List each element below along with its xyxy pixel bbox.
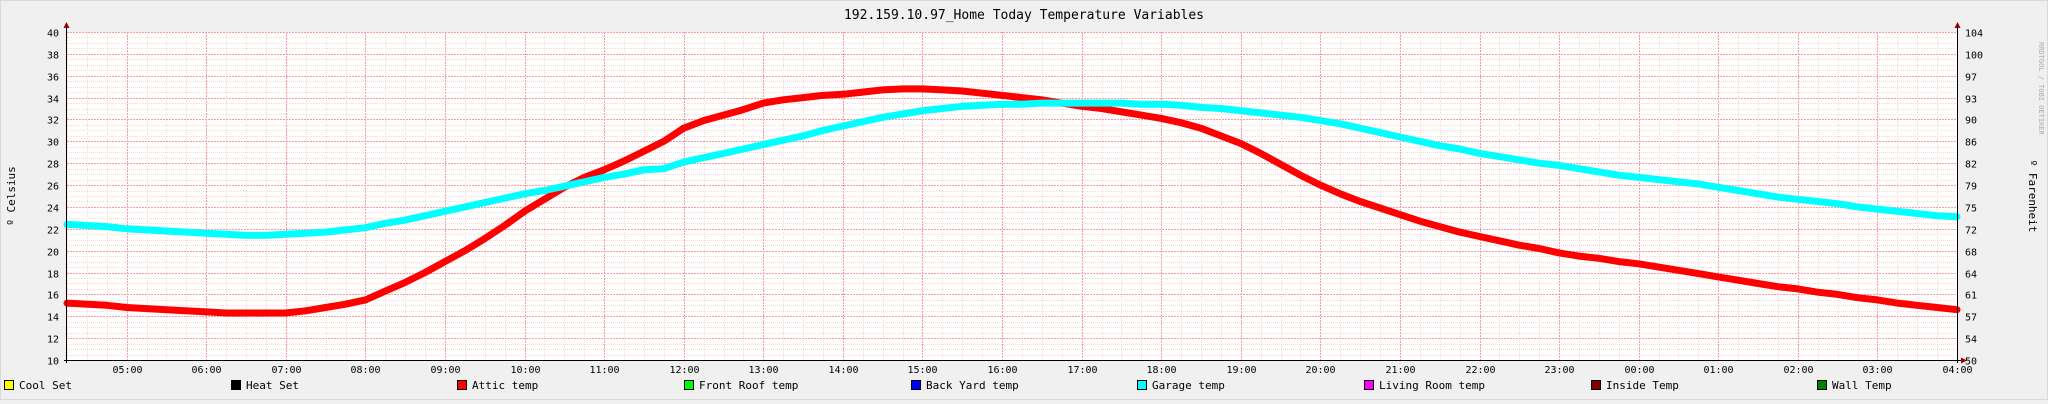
series-layer: [63, 85, 1961, 317]
x-tick-label: 22:00: [1465, 365, 1495, 376]
legend-label-garage-temp: Garage temp: [1152, 379, 1225, 392]
legend-label-cool-set: Cool Set: [19, 379, 72, 392]
x-tick-label: 14:00: [828, 365, 858, 376]
x-tick-label: 17:00: [1067, 365, 1097, 376]
legend-swatch-wall-temp: [1817, 380, 1827, 390]
y-axis-label-right: º Farenheit: [2026, 160, 2039, 233]
y-tick-label-right: 64: [1965, 270, 1977, 281]
y-tick-label-right: 68: [1965, 248, 1977, 259]
y-tick-label-right: 57: [1965, 313, 1977, 324]
legend-label-wall-temp: Wall Temp: [1832, 379, 1892, 392]
y-tick-label: 24: [47, 204, 59, 215]
x-tick-label: 09:00: [430, 365, 460, 376]
y-tick-label-right: 79: [1965, 182, 1977, 193]
y-tick-label: 30: [47, 138, 59, 149]
y-tick-label: 32: [47, 116, 59, 127]
y-tick-label-right: 50: [1965, 357, 1977, 368]
y-tick-label: 16: [47, 291, 59, 302]
x-tick-label: 10:00: [510, 365, 540, 376]
y-tick-label-right: 93: [1965, 95, 1977, 106]
legend-swatch-garage-temp: [1137, 380, 1147, 390]
y-tick-label: 28: [47, 160, 59, 171]
legend: Cool Set Heat Set Attic temp Front Roof tem…: [4, 379, 1892, 392]
y-tick-label: 26: [47, 182, 59, 193]
series-line-garage-temp: [63, 99, 1961, 239]
legend-swatch-front-roof-temp: [684, 380, 694, 390]
legend-swatch-cool-set: [4, 380, 14, 390]
x-tick-label: 16:00: [987, 365, 1017, 376]
x-tick-label: 21:00: [1385, 365, 1415, 376]
y-tick-label: 36: [47, 73, 59, 84]
legend-label-back-yard-temp: Back Yard temp: [926, 379, 1019, 392]
chart-title: 192.159.10.97_Home Today Temperature Var…: [844, 8, 1204, 23]
y-tick-label: 18: [47, 270, 59, 281]
y-tick-label-right: 72: [1965, 226, 1977, 237]
y-tick-label: 40: [47, 29, 59, 40]
y-tick-label-right: 61: [1965, 291, 1977, 302]
x-tick-label: 07:00: [271, 365, 301, 376]
x-tick-label: 05:00: [112, 365, 142, 376]
axes: 10 50 12 54 14 57 16 61 18 64 20 68 22 72 24 75 26 79 28 82…: [47, 22, 1983, 376]
y-axis-arrow-right: [1954, 22, 1961, 28]
y-tick-label: 34: [47, 95, 59, 106]
y-tick-label-right: 90: [1965, 116, 1977, 127]
legend-label-attic-temp: Attic temp: [472, 379, 538, 392]
legend-swatch-living-room-temp: [1364, 380, 1374, 390]
y-tick-label: 14: [47, 313, 59, 324]
x-tick-label: 00:00: [1624, 365, 1654, 376]
y-tick-label-right: 97: [1965, 73, 1977, 84]
legend-label-inside-temp: Inside Temp: [1606, 379, 1679, 392]
legend-swatch-heat-set: [231, 380, 241, 390]
y-tick-label-right: 100: [1965, 51, 1983, 62]
y-tick-label: 38: [47, 51, 59, 62]
y-tick-label: 10: [47, 357, 59, 368]
x-tick-label: 15:00: [907, 365, 937, 376]
y-axis-arrow: [63, 22, 70, 28]
legend-swatch-back-yard-temp: [911, 380, 921, 390]
y-tick-label: 22: [47, 226, 59, 237]
y-axis-label-left: º Celsius: [5, 166, 18, 226]
x-tick-label: 08:00: [350, 365, 380, 376]
x-tick-label: 01:00: [1703, 365, 1733, 376]
x-tick-label: 04:00: [1942, 365, 1972, 376]
legend-swatch-attic-temp: [457, 380, 467, 390]
x-tick-label: 11:00: [589, 365, 619, 376]
x-tick-label: 19:00: [1226, 365, 1256, 376]
x-tick-label: 20:00: [1305, 365, 1335, 376]
rrdtool-watermark: RRDTOOL / TOBI OETIKER: [2037, 42, 2045, 136]
legend-label-living-room-temp: Living Room temp: [1379, 379, 1485, 392]
y-tick-label-right: 86: [1965, 138, 1977, 149]
x-axis-arrow: [1961, 357, 1967, 364]
y-tick-label: 20: [47, 248, 59, 259]
x-tick-label: 03:00: [1862, 365, 1892, 376]
x-tick-label: 18:00: [1146, 365, 1176, 376]
y-tick-label: 12: [47, 335, 59, 346]
legend-label-heat-set: Heat Set: [246, 379, 299, 392]
x-tick-label: 13:00: [748, 365, 778, 376]
x-tick-label: 12:00: [669, 365, 699, 376]
x-tick-label: 23:00: [1544, 365, 1574, 376]
y-tick-label-right: 82: [1965, 160, 1977, 171]
y-tick-label-right: 54: [1965, 335, 1977, 346]
x-tick-label: 06:00: [191, 365, 221, 376]
legend-label-front-roof-temp: Front Roof temp: [699, 379, 798, 392]
x-tick-label: 02:00: [1783, 365, 1813, 376]
y-tick-label-right: 104: [1965, 29, 1983, 40]
legend-swatch-inside-temp: [1591, 380, 1601, 390]
y-tick-label-right: 75: [1965, 204, 1977, 215]
